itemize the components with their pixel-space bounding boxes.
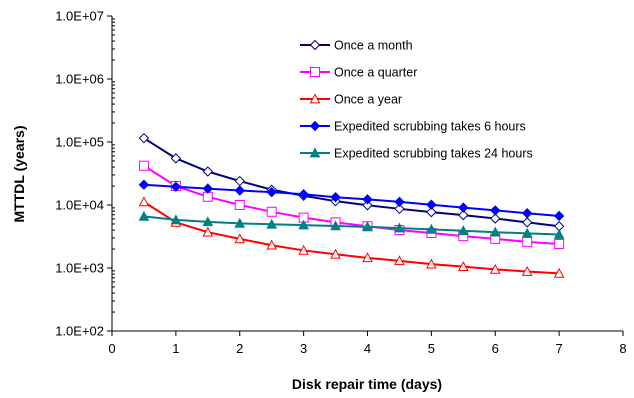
expedited-scrubbing-takes-24-hours-point xyxy=(489,226,501,237)
series-expedited-scrubbing-takes-24-hours xyxy=(138,210,565,239)
once-a-month-point xyxy=(426,206,437,218)
expedited-scrubbing-takes-6-hours-point xyxy=(138,179,150,190)
once-a-year-point xyxy=(521,265,533,276)
once-a-quarter-point xyxy=(234,200,245,210)
y-tick-label: 1.0E+04 xyxy=(55,198,104,213)
x-tick-label: 7 xyxy=(556,341,563,356)
y-tick-label: 1.0E+05 xyxy=(55,135,104,150)
once-a-year-point xyxy=(553,267,565,278)
series-expedited-scrubbing-takes-6-hours xyxy=(138,179,565,222)
expedited-scrubbing-takes-24-hours-point xyxy=(362,221,373,232)
x-tick-label: 5 xyxy=(428,341,435,356)
expedited-scrubbing-takes-24-hours-line xyxy=(143,215,560,236)
expedited-scrubbing-takes-24-hours-point xyxy=(521,227,533,238)
expedited-scrubbing-takes-6-hours-point xyxy=(394,196,405,208)
once-a-quarter-point xyxy=(522,236,533,247)
once-a-year-point xyxy=(138,196,150,207)
legend-expedited-scrubbing-takes-24-hours-point xyxy=(309,147,321,158)
expedited-scrubbing-takes-6-hours-point xyxy=(298,189,309,200)
once-a-quarter-point xyxy=(554,239,565,250)
x-tick-label: 6 xyxy=(492,341,499,356)
legend-entry-expedited-scrubbing-takes-24-hours: Expedited scrubbing takes 24 hours xyxy=(300,147,533,161)
expedited-scrubbing-takes-24-hours-point xyxy=(426,223,437,234)
y-tick-label: 1.0E+02 xyxy=(55,324,104,339)
once-a-year-point xyxy=(202,226,214,237)
legend-label: Once a year xyxy=(334,93,402,107)
legend-entry-once-a-year: Once a year xyxy=(300,93,402,107)
expedited-scrubbing-takes-6-hours-point xyxy=(490,205,501,216)
once-a-month-point xyxy=(234,175,245,187)
y-tick-label: 1.0E+06 xyxy=(55,72,104,87)
x-tick-label: 3 xyxy=(300,341,307,356)
legend-once-a-quarter-point xyxy=(310,67,320,77)
once-a-year-point xyxy=(489,263,501,274)
legend-expedited-scrubbing-takes-6-hours-point xyxy=(309,120,321,132)
legend-once-a-year-point xyxy=(309,93,321,104)
y-tick-label: 1.0E+03 xyxy=(55,261,104,276)
expedited-scrubbing-takes-24-hours-point xyxy=(202,216,214,227)
legend-entry-once-a-quarter: Once a quarter xyxy=(300,66,417,80)
x-tick-label: 4 xyxy=(364,341,371,356)
expedited-scrubbing-takes-24-hours-point xyxy=(298,219,309,230)
x-tick-label: 2 xyxy=(236,341,243,356)
x-axis-title: Disk repair time (days) xyxy=(292,376,442,392)
legend: Once a month Once a quarter Once a year Exp… xyxy=(300,39,533,161)
expedited-scrubbing-takes-24-hours-point xyxy=(330,220,341,231)
once-a-month-point xyxy=(362,200,373,211)
once-a-year-point xyxy=(266,239,278,250)
legend-label: Once a quarter xyxy=(334,66,417,80)
once-a-quarter-point xyxy=(138,160,149,171)
once-a-year-point xyxy=(234,233,246,244)
once-a-year-point xyxy=(330,248,341,259)
once-a-quarter-point xyxy=(266,206,277,217)
once-a-year-line xyxy=(143,201,560,275)
once-a-month-point xyxy=(490,213,501,224)
expedited-scrubbing-takes-6-hours-line xyxy=(143,183,560,217)
legend-label: Expedited scrubbing takes 24 hours xyxy=(334,147,533,161)
expedited-scrubbing-takes-24-hours-point xyxy=(553,228,565,239)
expedited-scrubbing-takes-24-hours-point xyxy=(170,214,182,225)
y-axis-title: MTTDL (years) xyxy=(11,126,27,223)
once-a-year-point xyxy=(298,244,309,255)
once-a-year-point xyxy=(426,258,437,269)
legend-once-a-month-point xyxy=(309,39,321,51)
expedited-scrubbing-takes-24-hours-point xyxy=(266,218,278,229)
x-tick-label: 0 xyxy=(108,341,115,356)
expedited-scrubbing-takes-6-hours-point xyxy=(362,194,373,205)
y-tick-label: 1.0E+07 xyxy=(55,9,104,24)
once-a-quarter-line xyxy=(143,164,560,246)
legend-label: Expedited scrubbing takes 6 hours xyxy=(334,120,526,134)
expedited-scrubbing-takes-24-hours-point xyxy=(457,225,469,236)
legend-entry-expedited-scrubbing-takes-6-hours: Expedited scrubbing takes 6 hours xyxy=(300,120,526,134)
expedited-scrubbing-takes-6-hours-point xyxy=(458,202,469,213)
once-a-year-point xyxy=(394,255,405,266)
expedited-scrubbing-takes-24-hours-point xyxy=(234,217,246,228)
expedited-scrubbing-takes-6-hours-point xyxy=(266,186,277,198)
once-a-month-point xyxy=(170,153,182,164)
x-tick-label: 1 xyxy=(172,341,179,356)
once-a-month-point xyxy=(458,209,469,221)
once-a-month-point xyxy=(202,166,214,177)
once-a-year-point xyxy=(457,261,469,271)
expedited-scrubbing-takes-24-hours-point xyxy=(394,222,405,233)
once-a-month-line xyxy=(143,137,560,228)
x-tick-label: 8 xyxy=(619,341,626,356)
once-a-month-point xyxy=(138,132,150,144)
expedited-scrubbing-takes-6-hours-point xyxy=(521,208,533,219)
expedited-scrubbing-takes-24-hours-point xyxy=(138,210,150,221)
legend-entry-once-a-month: Once a month xyxy=(300,39,413,53)
expedited-scrubbing-takes-6-hours-point xyxy=(202,183,214,194)
once-a-year-point xyxy=(362,252,373,263)
once-a-month-point xyxy=(394,203,405,215)
expedited-scrubbing-takes-6-hours-point xyxy=(426,199,437,210)
once-a-month-point xyxy=(521,217,533,228)
expedited-scrubbing-takes-6-hours-point xyxy=(553,210,565,222)
legend-label: Once a month xyxy=(334,39,413,53)
series-layer xyxy=(138,132,565,278)
expedited-scrubbing-takes-6-hours-point xyxy=(234,185,245,196)
expedited-scrubbing-takes-6-hours-point xyxy=(330,191,341,203)
plot-area: 1.0E+02 1.0E+03 1.0E+04 1.0E+05 1.0E+06 1.0E+… xyxy=(55,9,626,357)
expedited-scrubbing-takes-6-hours-point xyxy=(170,181,182,192)
